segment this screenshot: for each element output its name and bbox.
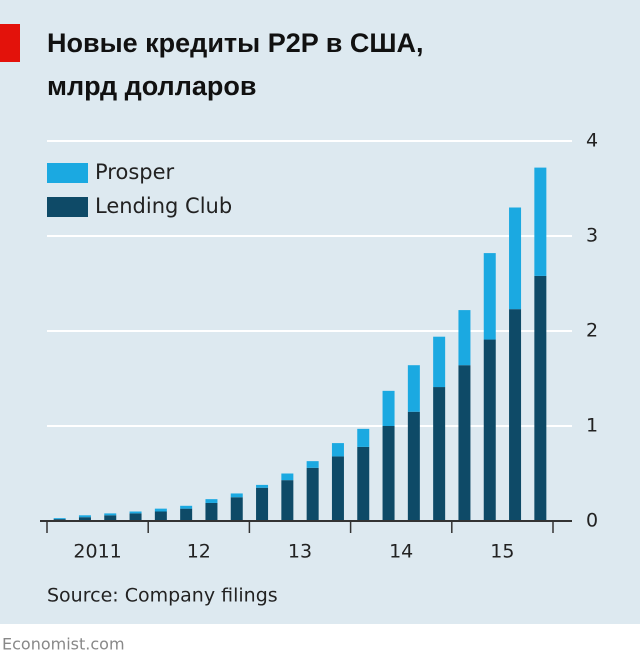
- footer-band: [0, 624, 640, 664]
- bar-segment: [230, 493, 243, 498]
- x-tick-label: 12: [187, 541, 211, 563]
- bar-segment: [205, 499, 218, 503]
- bar-segment: [382, 426, 395, 521]
- bar-segment: [104, 515, 117, 521]
- bar-segment: [483, 339, 496, 521]
- y-tick-label: 2: [586, 320, 598, 342]
- bar-segment: [433, 336, 446, 388]
- legend-label: Prosper: [95, 160, 175, 184]
- bar-segment: [180, 508, 193, 521]
- bar-segment: [357, 428, 370, 447]
- bar-segment: [78, 515, 91, 518]
- y-tick-label: 4: [586, 130, 598, 152]
- red-tag: [0, 24, 20, 62]
- footer: Economist.com: [2, 635, 125, 654]
- bar-segment: [154, 511, 167, 521]
- bar-segment: [407, 365, 420, 412]
- x-tick-label: 14: [389, 541, 413, 563]
- bar-segment: [407, 411, 420, 521]
- bar-segment: [180, 505, 193, 509]
- bar-segment: [357, 446, 370, 521]
- bar-segment: [509, 309, 522, 521]
- bar-segment: [306, 467, 319, 521]
- x-tick-label: 15: [490, 541, 514, 563]
- bar-segment: [534, 275, 547, 521]
- bar-segment: [281, 473, 294, 481]
- bar-segment: [104, 513, 117, 516]
- legend-label: Lending Club: [95, 194, 232, 218]
- bar-segment: [306, 461, 319, 468]
- bar-segment: [129, 513, 142, 521]
- bar-segment: [256, 484, 269, 488]
- y-tick-label: 3: [586, 225, 598, 247]
- y-tick-label: 1: [586, 415, 598, 437]
- bar-segment: [331, 456, 344, 521]
- bar-segment: [458, 310, 471, 366]
- bar-segment: [458, 365, 471, 521]
- bar-segment: [129, 511, 142, 514]
- chart-title: млрд долларов: [47, 71, 256, 101]
- bar-segment: [205, 502, 218, 521]
- source: Source: Company filings: [47, 585, 278, 607]
- bar-segment: [230, 497, 243, 521]
- x-tick-label: 2011: [73, 541, 121, 563]
- bar-segment: [256, 487, 269, 521]
- bar-segment: [509, 207, 522, 310]
- bar-segment: [534, 167, 547, 276]
- legend-swatch: [47, 163, 88, 183]
- bar-segment: [331, 443, 344, 457]
- bar-segment: [382, 390, 395, 426]
- x-tick-label: 13: [288, 541, 312, 563]
- legend-swatch: [47, 197, 88, 217]
- bar-segment: [433, 387, 446, 521]
- bar-segment: [53, 518, 66, 520]
- y-tick-label: 0: [586, 510, 598, 532]
- bar-segment: [281, 480, 294, 521]
- bar-segment: [483, 253, 496, 340]
- chart-title: Новые кредиты P2P в США,: [47, 28, 423, 58]
- bar-segment: [154, 508, 167, 512]
- bar-segment: [78, 517, 91, 521]
